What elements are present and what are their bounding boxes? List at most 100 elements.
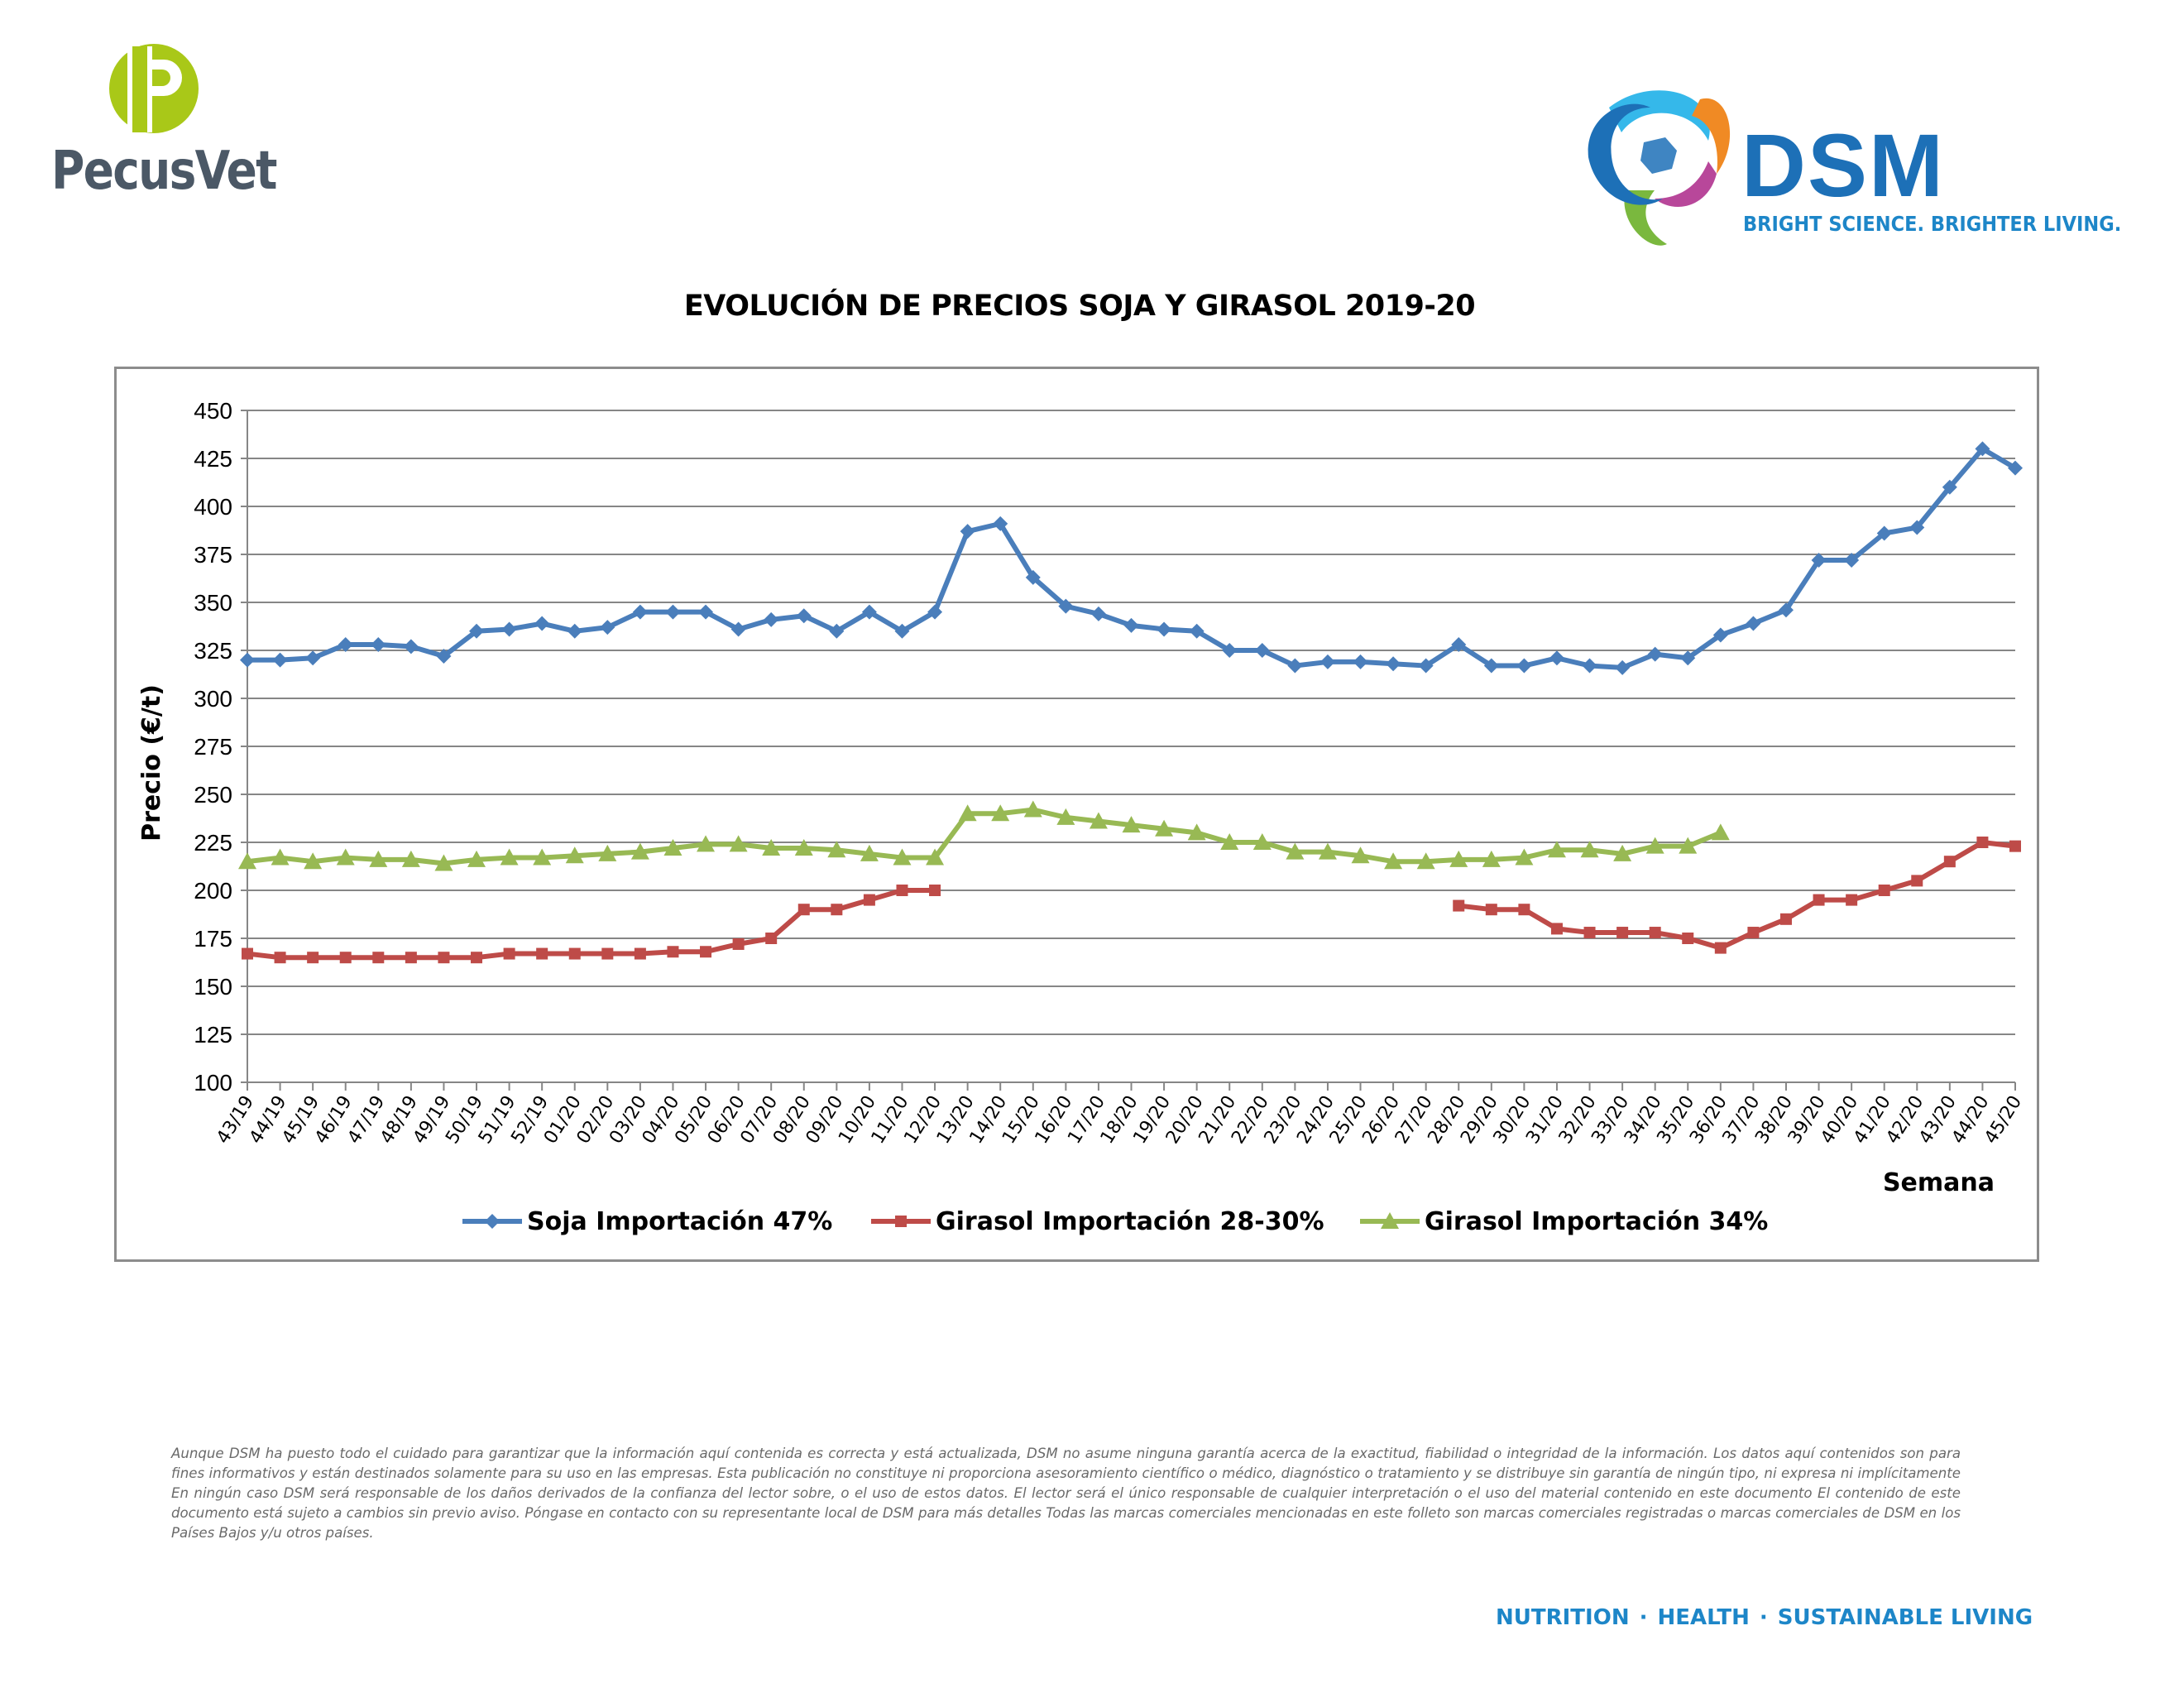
data-point xyxy=(1811,552,1827,568)
data-point xyxy=(1712,627,1728,643)
data-point xyxy=(1583,927,1596,939)
data-point xyxy=(765,933,778,944)
data-point xyxy=(860,844,879,861)
legend-swatch-marker xyxy=(485,1214,500,1229)
data-point xyxy=(1023,800,1042,818)
data-point xyxy=(1582,658,1597,674)
data-point xyxy=(336,848,355,866)
data-point xyxy=(1779,913,1792,925)
data-point xyxy=(534,616,550,631)
y-tick-label: 400 xyxy=(194,494,232,520)
y-tick-label: 325 xyxy=(194,638,232,664)
data-point xyxy=(1025,569,1041,585)
data-point xyxy=(503,947,515,960)
pecusvet-logo: P PecusVet xyxy=(51,43,277,209)
data-point xyxy=(1155,819,1174,837)
data-point xyxy=(829,623,845,639)
data-point xyxy=(339,952,352,964)
data-point xyxy=(831,904,843,916)
data-point xyxy=(896,885,908,896)
data-point xyxy=(2008,460,2023,476)
data-point xyxy=(697,835,716,852)
data-point xyxy=(238,852,256,870)
dsm-name: DSM xyxy=(1741,115,1945,215)
y-tick-label: 100 xyxy=(194,1070,232,1096)
data-point xyxy=(1680,650,1696,666)
footer-item-sustainable-living: SUSTAINABLE LIVING xyxy=(1777,1605,2033,1630)
data-point xyxy=(469,623,485,639)
series-line xyxy=(245,888,938,961)
pecusvet-mark-icon: P xyxy=(109,44,199,133)
data-point xyxy=(1876,525,1892,541)
data-point xyxy=(1616,927,1629,939)
data-point xyxy=(567,623,582,639)
footer-item-health: HEALTH xyxy=(1657,1605,1750,1630)
data-point xyxy=(369,850,388,867)
data-point xyxy=(927,604,943,620)
data-point xyxy=(1714,942,1727,954)
data-point xyxy=(667,946,679,958)
series-line xyxy=(245,446,2018,670)
data-point xyxy=(1286,842,1305,860)
data-point xyxy=(600,620,615,635)
data-point xyxy=(1943,856,1956,868)
legend-label: Girasol Importación 34% xyxy=(1425,1207,1768,1236)
data-point xyxy=(1711,823,1730,841)
data-point xyxy=(796,608,812,624)
data-point xyxy=(1778,602,1794,618)
data-point xyxy=(863,894,875,906)
legend-label: Soja Importación 47% xyxy=(527,1207,832,1236)
data-point xyxy=(305,650,321,666)
data-point xyxy=(861,604,877,620)
data-point xyxy=(1975,441,1990,457)
data-point xyxy=(1747,927,1760,939)
data-point xyxy=(1058,598,1074,614)
data-point xyxy=(1516,658,1532,674)
data-point xyxy=(601,947,614,960)
y-tick-label: 225 xyxy=(194,830,232,856)
footer-tagline: NUTRITION · HEALTH · SUSTAINABLE LIVING xyxy=(1496,1605,2033,1630)
legend-swatch-marker xyxy=(895,1216,907,1227)
data-point xyxy=(634,947,646,960)
data-point xyxy=(240,652,255,668)
data-point xyxy=(371,637,386,653)
data-point xyxy=(1451,637,1467,653)
data-point xyxy=(1418,658,1434,674)
data-point xyxy=(1682,933,1694,944)
data-point xyxy=(1449,850,1468,867)
data-point xyxy=(764,611,779,627)
legend-label: Girasol Importación 28-30% xyxy=(936,1207,1324,1236)
data-point xyxy=(893,848,912,866)
data-point xyxy=(598,844,617,861)
data-point xyxy=(372,952,385,964)
dsm-mark-icon xyxy=(1588,90,1731,246)
data-point xyxy=(1482,850,1501,867)
data-point xyxy=(1485,904,1497,916)
data-point xyxy=(762,838,781,856)
data-point xyxy=(1515,848,1534,866)
data-point xyxy=(304,852,323,870)
data-point xyxy=(1549,650,1564,666)
data-point xyxy=(436,648,452,664)
series-line xyxy=(245,807,1723,866)
y-tick-label: 200 xyxy=(194,878,232,904)
data-point xyxy=(1518,904,1530,916)
data-point xyxy=(307,952,319,964)
data-point xyxy=(960,524,975,539)
data-point xyxy=(271,848,290,866)
y-tick-label: 300 xyxy=(194,686,232,712)
data-point xyxy=(568,947,581,960)
data-point xyxy=(1615,659,1631,675)
data-point xyxy=(1089,812,1108,829)
data-point xyxy=(630,842,649,860)
data-point xyxy=(1252,833,1272,850)
data-point xyxy=(1416,852,1435,870)
data-point xyxy=(991,804,1010,822)
footer-separator: · xyxy=(1639,1605,1648,1630)
data-point xyxy=(438,952,450,964)
data-point xyxy=(1287,658,1303,674)
data-point xyxy=(1547,841,1566,858)
dsm-tagline: BRIGHT SCIENCE. BRIGHTER LIVING. xyxy=(1743,212,2122,236)
y-tick-label: 150 xyxy=(194,974,232,1000)
footer-separator: · xyxy=(1759,1605,1768,1630)
